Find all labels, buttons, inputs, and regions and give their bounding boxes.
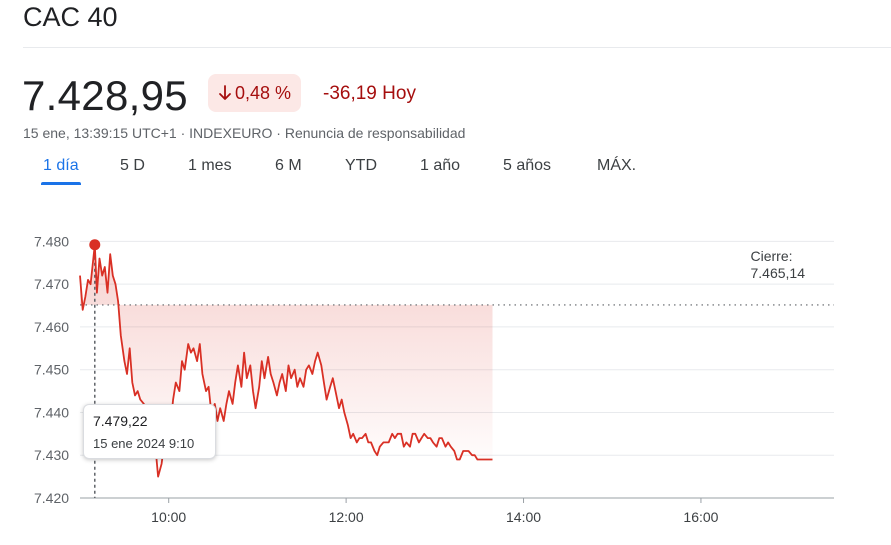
y-tick-label: 7.440 xyxy=(34,404,69,420)
tab-1-year[interactable]: 1 año xyxy=(420,157,461,174)
tab-1-day[interactable]: 1 día xyxy=(43,157,79,174)
tab-1-month[interactable]: 1 mes xyxy=(188,157,232,174)
previous-close-caption: Cierre: xyxy=(750,248,793,264)
arrow-down-icon xyxy=(219,85,231,100)
x-tick-label: 16:00 xyxy=(683,509,718,525)
change-absolute: -36,19 Hoy xyxy=(323,83,416,104)
y-tick-label: 7.450 xyxy=(34,362,69,378)
active-tab-indicator xyxy=(41,182,81,185)
highlight-point xyxy=(89,239,101,251)
tooltip-value: 7.479,22 xyxy=(93,413,148,429)
quote-meta: 15 ene, 13:39:15 UTC+1 · INDEXEURO · Ren… xyxy=(23,125,466,141)
y-tick-label: 7.470 xyxy=(34,276,69,292)
previous-close-value: 7.465,14 xyxy=(750,265,806,281)
hover-tooltip: 7.479,22 15 ene 2024 9:10 xyxy=(83,404,216,459)
previous-close-label: Cierre: 7.465,14 xyxy=(751,248,806,282)
tab-5-days[interactable]: 5 D xyxy=(120,157,145,174)
tooltip-date: 15 ene 2024 9:10 xyxy=(93,436,195,451)
tab-ytd[interactable]: YTD xyxy=(345,157,377,174)
current-price: 7.428,95 xyxy=(22,72,188,119)
y-tick-label: 7.420 xyxy=(34,490,69,506)
page-title: CAC 40 xyxy=(23,2,118,32)
y-tick-label: 7.460 xyxy=(34,319,69,335)
tab-5-years[interactable]: 5 años xyxy=(503,157,552,174)
change-percent-badge: 0,48 % xyxy=(208,74,302,112)
tab-6-months[interactable]: 6 M xyxy=(275,157,302,174)
x-tick-label: 14:00 xyxy=(506,509,541,525)
x-tick-label: 10:00 xyxy=(151,509,186,525)
y-tick-label: 7.430 xyxy=(34,447,69,463)
x-tick-label: 12:00 xyxy=(329,509,364,525)
tab-max[interactable]: MÁX. xyxy=(597,157,637,174)
header-divider xyxy=(23,47,891,48)
price-area-fill xyxy=(80,244,493,477)
y-tick-label: 7.480 xyxy=(34,233,69,249)
change-percent-value: 0,48 % xyxy=(235,82,292,103)
